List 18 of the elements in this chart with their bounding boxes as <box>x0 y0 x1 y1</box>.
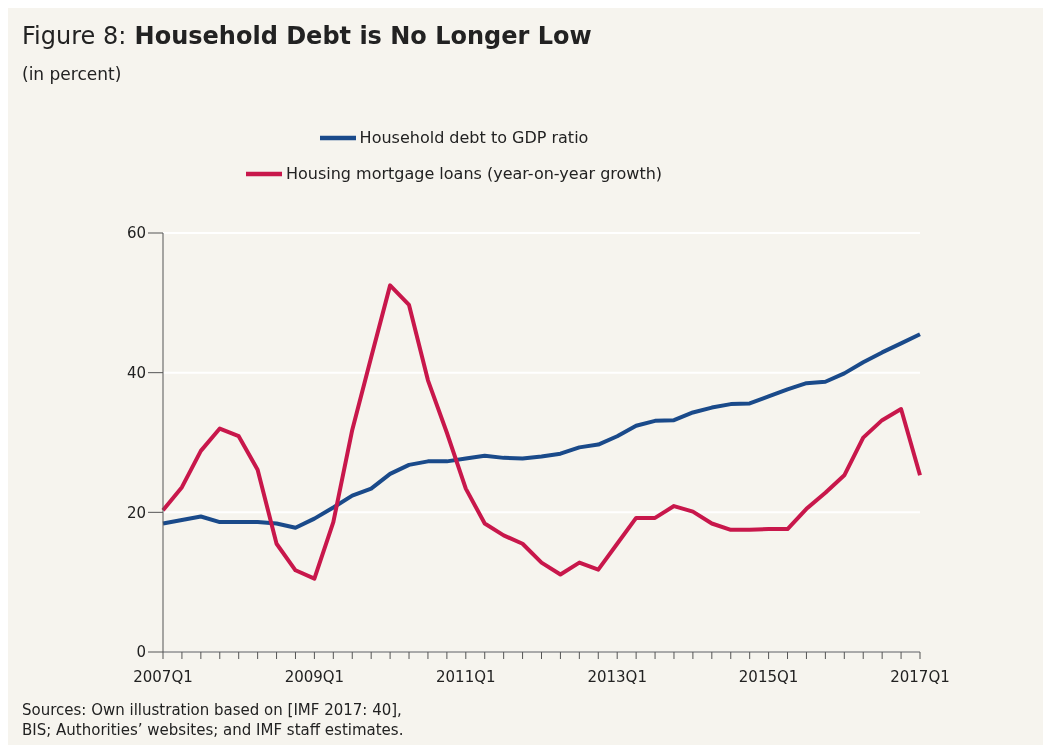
y-tick-label: 40 <box>126 363 146 382</box>
x-tick-label: 2017Q1 <box>890 667 950 686</box>
x-tick-label: 2011Q1 <box>436 667 496 686</box>
x-tick-label: 2007Q1 <box>133 667 193 686</box>
legend-label: Housing mortgage loans (year-on-year growth) <box>285 163 663 183</box>
text: BIS; Authorities’ websites; and IMF staff estimates. <box>22 720 404 740</box>
y-tick-label: 20 <box>126 503 146 522</box>
line-series <box>161 332 922 530</box>
line-series <box>161 283 922 581</box>
chart-subtitle: (in percent) <box>22 64 122 84</box>
x-tick-label: 2009Q1 <box>284 667 345 686</box>
y-tick-label: 60 <box>126 224 146 243</box>
y-tick-label: 0 <box>136 643 146 662</box>
chart-title: Figure 8: Household Debt is No Longer Low <box>22 22 592 50</box>
x-tick-label: 2013Q1 <box>587 667 647 686</box>
x-tick-label: 2015Q1 <box>738 667 799 686</box>
source-note: Sources: Own illustration based on [IMF 2017: 40], <box>22 700 403 720</box>
legend-label: Household debt to GDP ratio <box>359 127 589 147</box>
